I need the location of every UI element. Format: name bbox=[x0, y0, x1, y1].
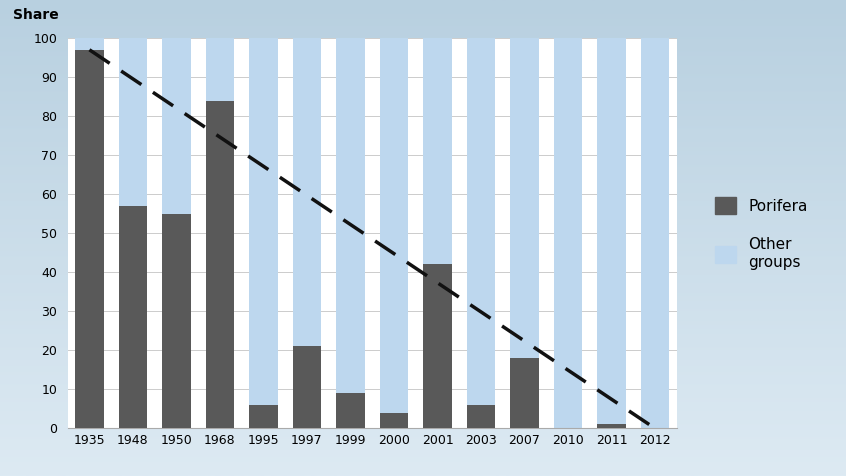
Bar bbox=[293, 347, 321, 428]
Bar bbox=[206, 100, 234, 428]
Text: Year: Year bbox=[13, 475, 47, 476]
Bar bbox=[423, 265, 452, 428]
Bar bbox=[250, 38, 277, 428]
Legend: Porifera, Other
groups: Porifera, Other groups bbox=[709, 191, 814, 276]
Bar bbox=[162, 214, 190, 428]
Bar bbox=[510, 358, 539, 428]
Text: Share: Share bbox=[13, 9, 58, 22]
Bar bbox=[380, 413, 408, 428]
Bar bbox=[554, 38, 582, 428]
Bar bbox=[293, 38, 321, 428]
Bar bbox=[467, 38, 495, 428]
Bar bbox=[597, 425, 626, 428]
Bar bbox=[118, 38, 147, 428]
Bar bbox=[75, 38, 103, 428]
Bar bbox=[380, 38, 408, 428]
Bar bbox=[250, 405, 277, 428]
Bar bbox=[75, 50, 103, 428]
Bar bbox=[162, 38, 190, 428]
Bar bbox=[337, 38, 365, 428]
Bar bbox=[337, 393, 365, 428]
Bar bbox=[118, 206, 147, 428]
Bar bbox=[467, 405, 495, 428]
Bar bbox=[510, 38, 539, 428]
Bar bbox=[206, 38, 234, 428]
Bar bbox=[641, 38, 669, 428]
Bar bbox=[423, 38, 452, 428]
Bar bbox=[597, 38, 626, 428]
